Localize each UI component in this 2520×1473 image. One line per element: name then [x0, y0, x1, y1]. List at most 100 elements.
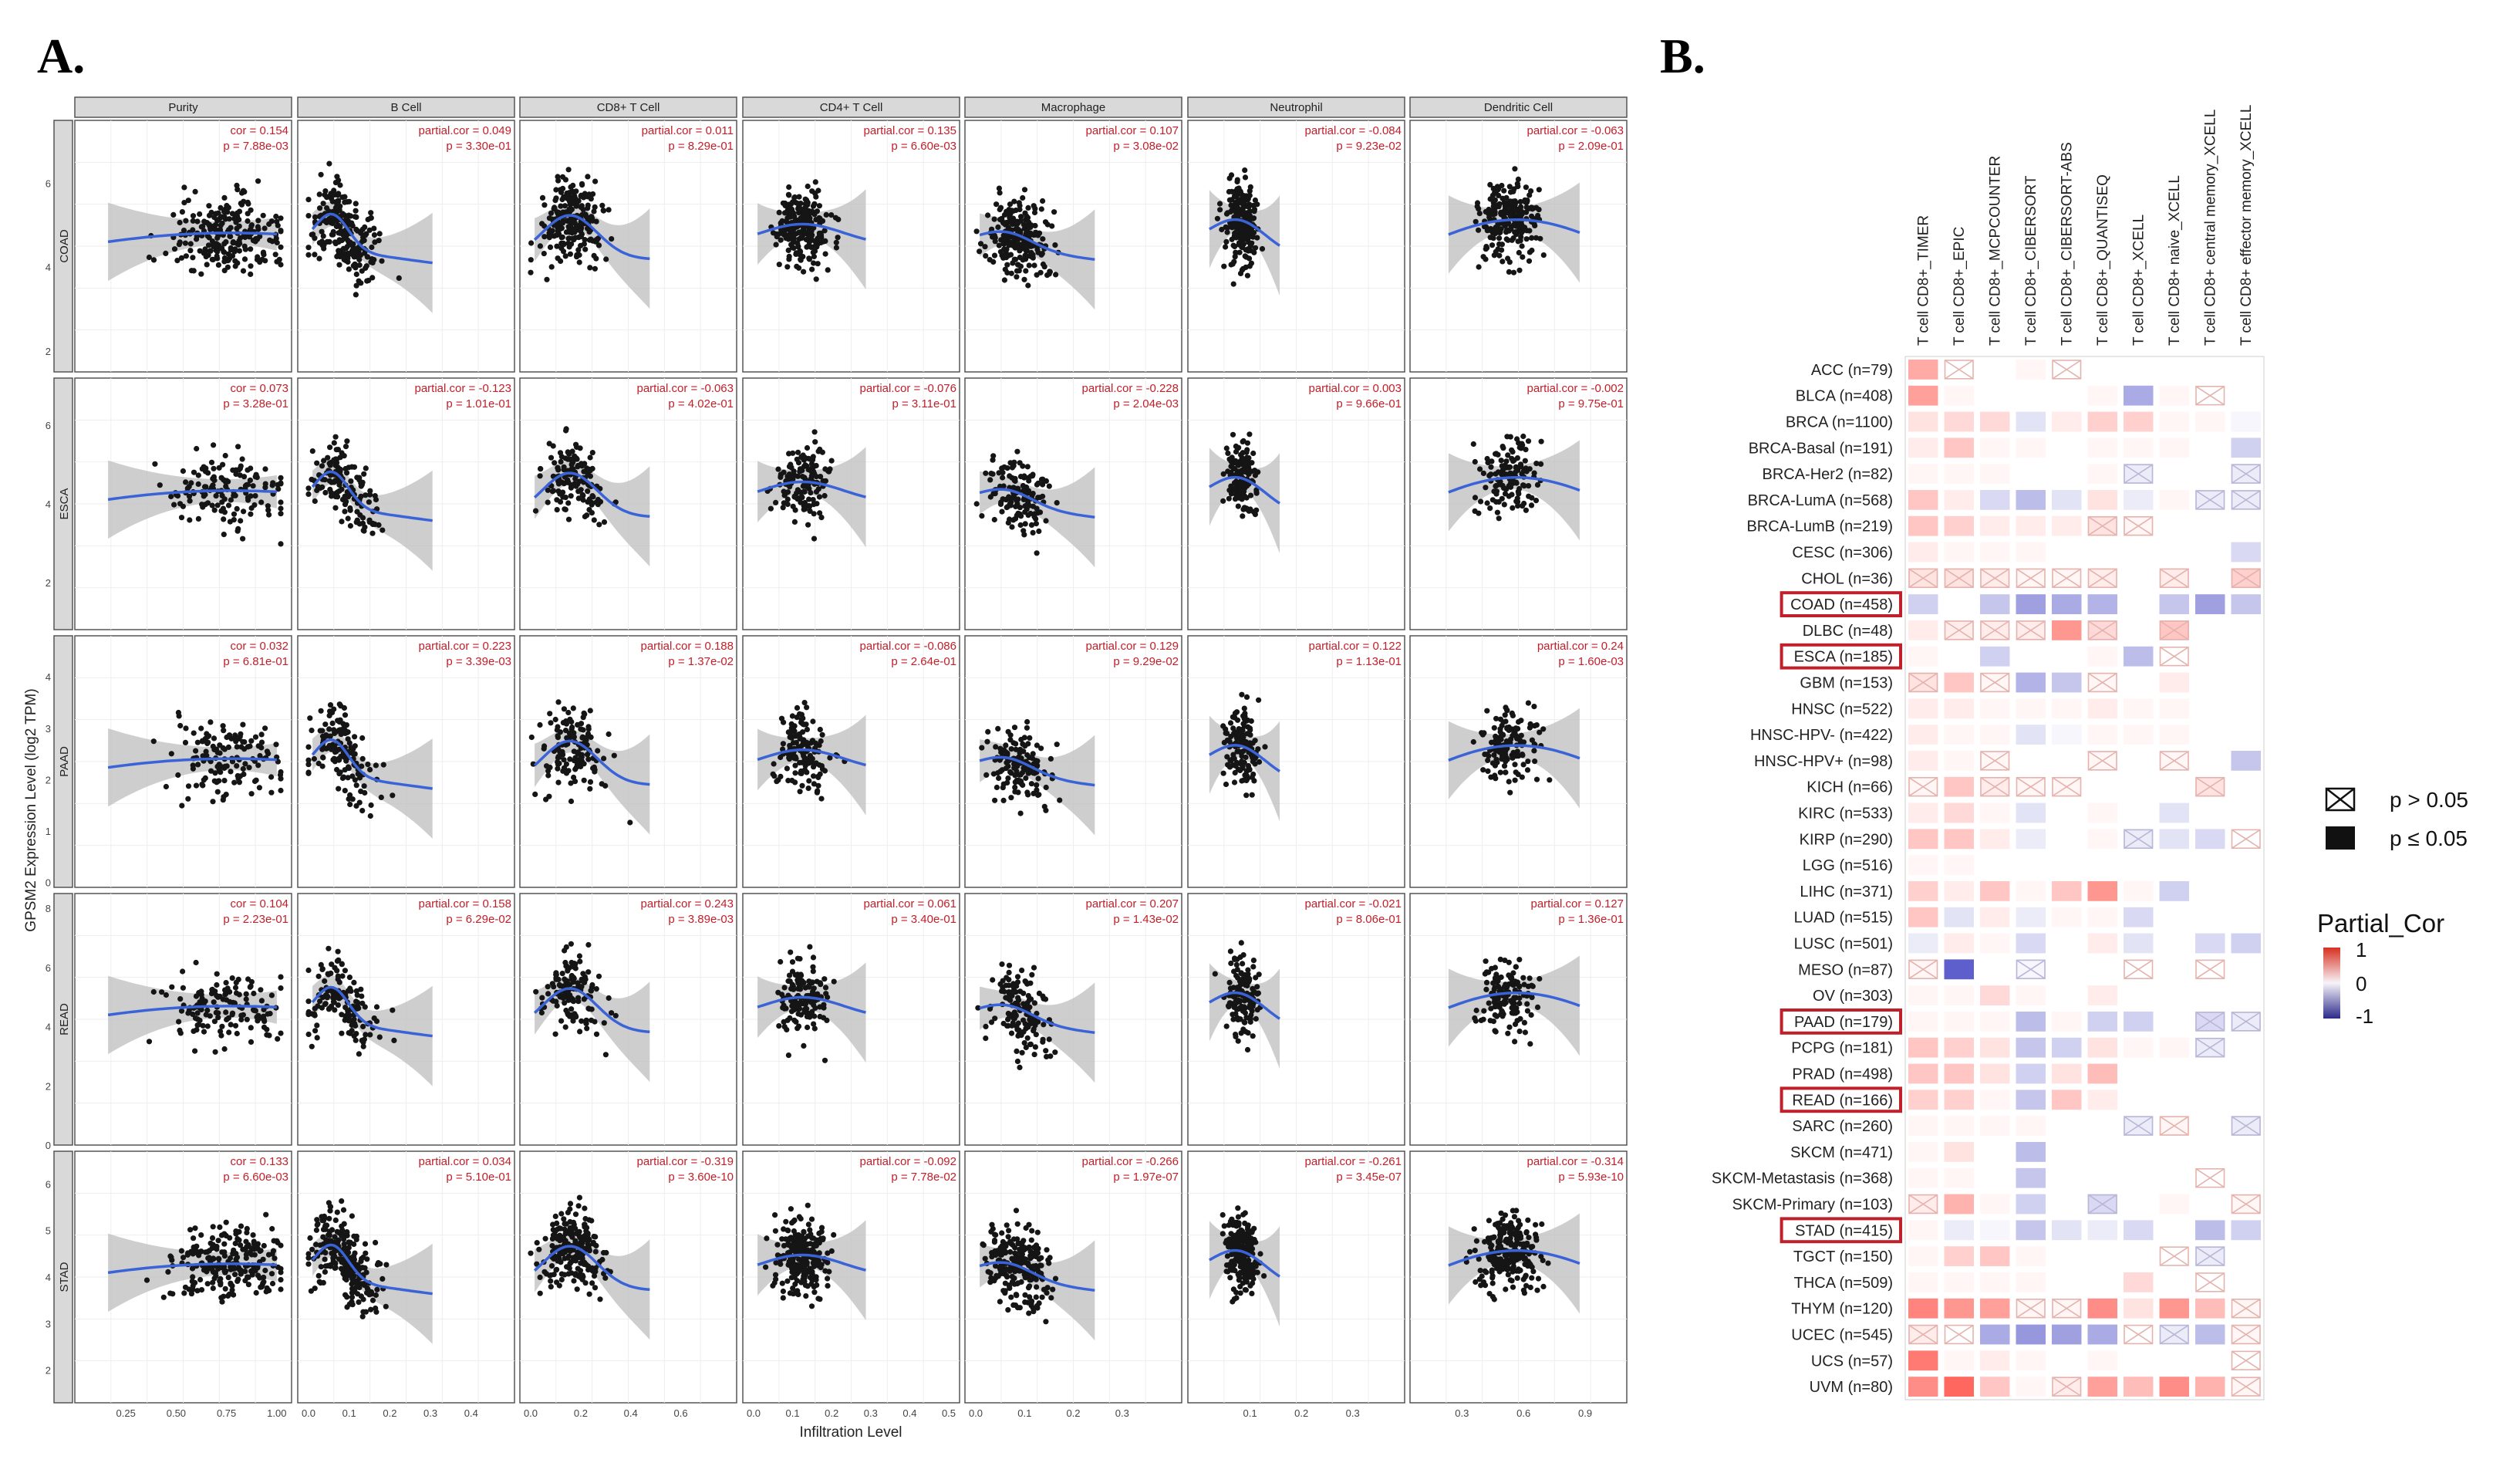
data-point	[1040, 1036, 1046, 1042]
data-point	[1520, 503, 1526, 509]
data-point	[195, 481, 201, 488]
data-point	[278, 511, 284, 517]
data-point	[824, 1017, 830, 1023]
data-point	[1007, 252, 1014, 258]
data-point	[1244, 483, 1250, 489]
data-point	[359, 735, 366, 742]
data-point	[222, 452, 228, 459]
data-point	[1520, 468, 1527, 475]
data-point	[1227, 948, 1233, 954]
data-point	[548, 210, 555, 216]
data-point	[169, 984, 175, 990]
data-point	[609, 236, 615, 242]
data-point	[1496, 252, 1503, 258]
data-point	[984, 738, 990, 745]
data-point	[816, 494, 822, 500]
data-point	[552, 460, 558, 466]
data-point	[175, 709, 181, 716]
data-point	[1477, 466, 1483, 472]
data-point	[547, 765, 553, 771]
data-point	[586, 507, 592, 513]
data-point	[214, 789, 221, 795]
data-point	[589, 981, 595, 988]
data-point	[204, 1023, 211, 1029]
data-point	[187, 241, 194, 247]
data-point	[1510, 221, 1517, 228]
data-point	[1237, 482, 1243, 488]
data-point	[819, 449, 825, 455]
data-point	[184, 485, 191, 492]
data-point	[1214, 215, 1220, 221]
data-point	[973, 501, 980, 507]
data-point	[575, 247, 582, 253]
data-point	[373, 1018, 380, 1025]
data-point	[1014, 1058, 1020, 1065]
data-point	[1006, 494, 1012, 500]
data-point	[1223, 1023, 1230, 1029]
data-point	[258, 987, 264, 993]
data-point	[543, 796, 549, 802]
data-point	[569, 235, 575, 242]
data-point	[1005, 1016, 1011, 1022]
data-point	[810, 964, 816, 970]
data-point	[220, 996, 226, 1002]
data-point	[1240, 212, 1246, 218]
data-point	[200, 223, 206, 230]
data-point	[1522, 1029, 1528, 1035]
data-point	[1014, 502, 1020, 508]
data-point	[324, 995, 330, 1001]
data-point	[278, 480, 284, 486]
p-value-label: p = 8.06e-01	[1336, 913, 1402, 926]
data-point	[194, 445, 200, 452]
data-point	[1011, 477, 1017, 484]
data-point	[1499, 242, 1505, 248]
correlation-label: partial.cor = 0.223	[419, 640, 512, 653]
data-point	[348, 242, 354, 248]
data-point	[1525, 700, 1531, 706]
data-point	[1236, 249, 1243, 255]
data-point	[1547, 777, 1553, 783]
data-point	[241, 198, 247, 204]
data-point	[558, 203, 564, 209]
data-point	[362, 224, 368, 230]
data-point	[305, 245, 312, 251]
column-strip	[297, 96, 515, 118]
data-point	[1023, 268, 1029, 274]
data-point	[1234, 178, 1240, 185]
data-point	[822, 466, 828, 472]
data-point	[332, 434, 339, 440]
data-point	[548, 264, 555, 270]
data-point	[568, 780, 574, 786]
data-point	[1008, 1030, 1015, 1036]
p-value-label: p = 1.60e-03	[1558, 655, 1624, 668]
data-point	[585, 488, 591, 495]
data-point	[318, 171, 324, 177]
data-point	[1034, 550, 1040, 556]
data-point	[157, 482, 163, 488]
data-point	[236, 248, 242, 254]
data-point	[1034, 758, 1041, 764]
data-point	[1029, 971, 1035, 978]
data-point	[201, 1029, 207, 1035]
data-point	[815, 788, 821, 794]
data-point	[569, 448, 575, 454]
data-point	[771, 773, 778, 779]
correlation-label: partial.cor = -0.123	[415, 382, 512, 395]
data-point	[178, 515, 185, 521]
data-point	[1238, 451, 1244, 458]
data-point	[794, 1025, 801, 1032]
data-point	[819, 731, 825, 738]
data-point	[1027, 1041, 1034, 1047]
data-point	[214, 253, 220, 259]
data-point	[569, 724, 575, 731]
data-point	[197, 211, 203, 218]
data-point	[226, 1029, 232, 1035]
data-point	[226, 216, 232, 222]
data-point	[802, 454, 808, 461]
data-point	[225, 257, 231, 264]
data-point	[240, 268, 247, 274]
data-point	[341, 453, 347, 459]
data-point	[309, 1043, 315, 1049]
data-point	[1235, 1006, 1242, 1012]
